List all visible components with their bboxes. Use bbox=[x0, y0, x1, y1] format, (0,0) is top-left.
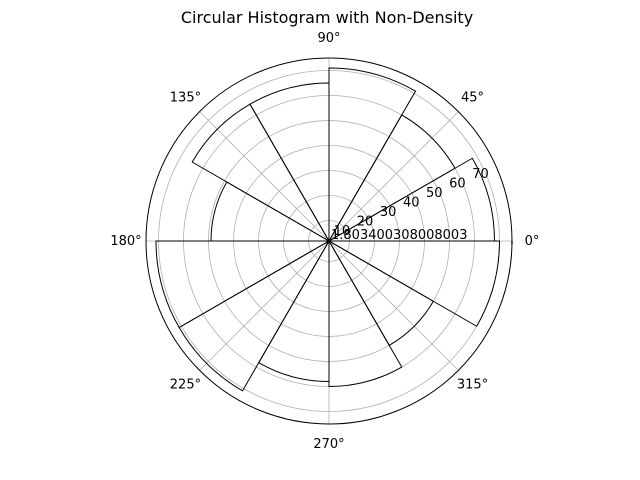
histogram-bar bbox=[327, 157, 496, 242]
histogram-bar bbox=[191, 103, 331, 243]
r-tick-label: 40 bbox=[403, 195, 420, 210]
bars bbox=[155, 67, 501, 392]
grid-spoke bbox=[199, 240, 330, 371]
theta-tick-labels: 0° 45° 90° 135° 180° 225° 270° 315° bbox=[110, 31, 539, 452]
theta-tick-label: 135° bbox=[170, 90, 201, 105]
histogram-bar bbox=[327, 240, 501, 327]
chart-title: Circular Histogram with Non-Density bbox=[181, 8, 473, 27]
theta-tick-label: 225° bbox=[170, 378, 201, 393]
histogram-bar bbox=[210, 181, 331, 242]
r-tick-label: 1.803400308008003 bbox=[331, 228, 467, 243]
theta-tick-label: 315° bbox=[457, 378, 488, 393]
grid-spoke bbox=[328, 111, 459, 242]
r-tick-label: 20 bbox=[357, 215, 374, 230]
histogram-bar bbox=[178, 239, 331, 392]
r-tick-label: 70 bbox=[472, 167, 489, 182]
theta-tick-label: 180° bbox=[110, 234, 141, 249]
theta-tick-label: 45° bbox=[461, 90, 484, 105]
histogram-bar bbox=[249, 82, 330, 243]
histogram-bar bbox=[328, 67, 417, 243]
histogram-bar bbox=[258, 239, 330, 383]
r-tick-label: 30 bbox=[380, 205, 397, 220]
theta-tick-label: 0° bbox=[525, 234, 540, 249]
histogram-bar bbox=[328, 239, 403, 388]
theta-tick-label: 270° bbox=[313, 437, 344, 452]
r-tick-label: 60 bbox=[449, 176, 466, 191]
histogram-bar bbox=[155, 240, 331, 329]
r-tick-label: 10 bbox=[334, 224, 351, 239]
grid-spoke bbox=[328, 240, 459, 371]
polar-frame bbox=[145, 57, 513, 425]
theta-tick-label: 90° bbox=[317, 31, 340, 46]
r-tick-label: 50 bbox=[426, 186, 443, 201]
grid-spoke bbox=[199, 111, 330, 242]
